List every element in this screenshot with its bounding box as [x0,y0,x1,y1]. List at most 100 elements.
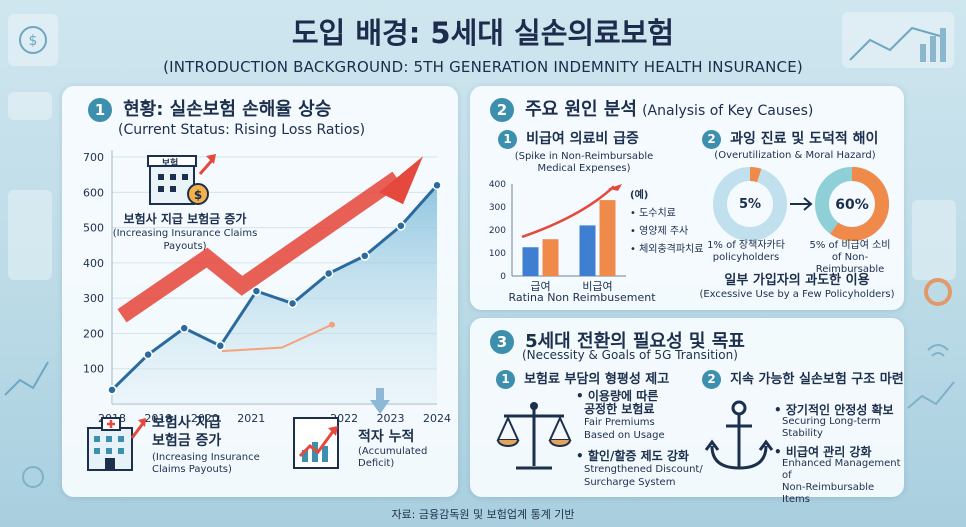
decor-line-right-icon [849,26,941,61]
goal1-b2-ko-text: 할인/할증 제도 강화 [587,449,689,463]
y-tick-label: 300 [489,203,506,213]
y-tick-label: 300 [83,292,104,305]
y-tick-label: 500 [83,222,104,235]
x-tick-label: 2021 [237,412,265,425]
goal2-b2-en-1: Enhanced Management of [782,458,901,481]
goal1-bullet2: • 할인/할증 제도 강화 Strengthened Discount/ Sur… [576,450,703,489]
scales-icon [496,402,572,470]
series-area [112,185,437,404]
x-tick-label: 급여 [530,280,550,293]
section3-title: 5세대 전환의 필요성 및 목표 [525,331,745,352]
bar [579,225,596,276]
bottom-right-en-1: (Accumulated [358,446,428,457]
panel-5g-transition: 3 5세대 전환의 필요성 및 목표 (Necessity & Goals of… [470,318,904,505]
y-tick-label: 400 [83,257,104,270]
hospital-building-icon [87,417,146,471]
svg-text:$: $ [194,188,202,202]
legend-head: (예) [630,190,649,201]
cause1-number: 1 [498,130,517,149]
donut-right-caption: 5% of 비급여 소비 of Non-Reimbursable [798,240,902,276]
section2-title-en: (Analysis of Key Causes) [642,103,814,119]
goal1-bullet1: • 이용량에 따른 공정한 보험료 Fair Premiums Based on… [576,390,665,442]
trend-arrow-shaft [117,171,402,323]
legend-item: 체외충격파치료 [630,241,703,259]
y-tick-label: 700 [83,151,104,164]
bar [542,239,559,276]
cause2-summary-en: (Excessive Use by a Few Policyholders) [699,289,895,300]
deficit-chart-icon [293,417,339,469]
goal1-header: 1 보험료 부담의 형평성 제고 [496,368,669,389]
source-footnote: 자료: 금융감독원 및 보험업계 통계 기반 [391,508,575,521]
goal2-b1-en-2: Stability [782,428,823,439]
cause2-en: (Overutilization & Moral Hazard) [714,150,876,161]
usage-donut-charts [713,167,889,241]
donut-right-slice [815,167,889,241]
bottom-right-title: 적자 누적 [358,429,415,445]
goal2-b1-ko: • 장기적인 안정성 확보 [774,403,894,417]
goal1-b2-en-2: Surcharge System [584,477,676,488]
goal2-number: 2 [702,370,721,389]
page-subtitle: (INTRODUCTION BACKGROUND: 5TH GENERATION… [163,58,803,76]
bottom-left-en: (Increasing Insurance Claims Payouts) [152,452,260,476]
donut-right-caption-2: of Non-Reimbursable [815,252,885,275]
section2-header: 2 주요 원인 분석 (Analysis of Key Causes) [490,95,813,122]
decor-pie-right-icon [924,278,952,306]
insurance-building-icon: $ [147,154,216,205]
svg-text:$: $ [29,33,38,49]
y-tick-label: 200 [489,226,506,236]
legend-item: 영양제 주사 [630,223,703,241]
section1-title: 현황: 실손보험 손해율 상승 [123,99,332,120]
section1-subtitle: (Current Status: Rising Loss Ratios) [118,122,366,138]
section2-number: 2 [490,98,514,122]
goal1-number: 1 [496,370,515,389]
cause2-summary-ko: 일부 가입자의 과도한 이용 [724,273,870,288]
series-line [110,184,439,391]
cause1-x-caption: Ratina Non Reimbusement [508,291,656,304]
decor-target-icon [22,466,44,488]
series-point [360,251,370,261]
decor-wifi-icon [927,344,949,357]
bar [599,200,616,276]
goal2-bullet2: • 비급여 관리 강화 Enhanced Management of Non-R… [774,446,904,506]
goal1-b1-en-2: Based on Usage [584,430,665,441]
bottom-right-en-2: Deficit) [358,458,395,469]
building-sign: 보험 [161,159,179,169]
donut-left-caption-2: policyholders [712,252,780,263]
section2-title: 주요 원인 분석 [525,99,637,120]
y-tick-label: 600 [83,186,104,199]
section1-number: 1 [88,98,112,122]
accent-line-point [329,321,335,328]
x-tick-label: 2019 [144,412,172,425]
goal1-b1-ko-1-text: 이용량에 따른 [587,389,659,403]
goal2-b2-ko: • 비급여 관리 강화 [774,445,872,459]
series-point [287,298,298,309]
cause2-number: 2 [702,130,721,149]
donut-left-caption-1: 1% of 장책자카타 [707,240,785,251]
decor-left-card-3 [8,190,52,280]
bottom-left-ko-2: 보험금 증가 [152,433,222,449]
donut-right-caption-1: 5% of 비급여 소비 [809,240,891,251]
y-tick-label: 100 [83,363,104,376]
accent-line [221,323,333,353]
arrow-right-icon [790,197,813,211]
anchor-icon [704,400,774,470]
chart-callout-ko: 보험사 지급 보험금 증가 [123,212,247,226]
bar [522,247,539,276]
series-point [143,349,153,360]
donut-right-label: 60% [835,197,869,213]
legend-item: 도수치료 [630,205,703,223]
non-reimbursable-bar-chart: 0 100 200 300 400 급여 비급여 [489,180,626,293]
goal2-bullet1: • 장기적인 안정성 확보 Securing Long-term Stabili… [774,404,894,440]
cause2-header: 2 과잉 진료 및 도덕적 해이 [702,128,878,149]
series-point [107,385,117,395]
x-tick-label: 2023 [377,412,405,425]
y-tick-label: 400 [489,180,506,190]
series-point [215,341,226,351]
y-tick-label: 100 [489,249,506,259]
decor-right-card-2 [912,200,956,280]
panel-key-causes: 2 주요 원인 분석 (Analysis of Key Causes) 1 비급… [470,86,904,310]
goal1-b1-ko-2: 공정한 보험료 [584,402,655,416]
series-point [432,180,442,191]
x-tick-label: 2024 [423,412,451,425]
